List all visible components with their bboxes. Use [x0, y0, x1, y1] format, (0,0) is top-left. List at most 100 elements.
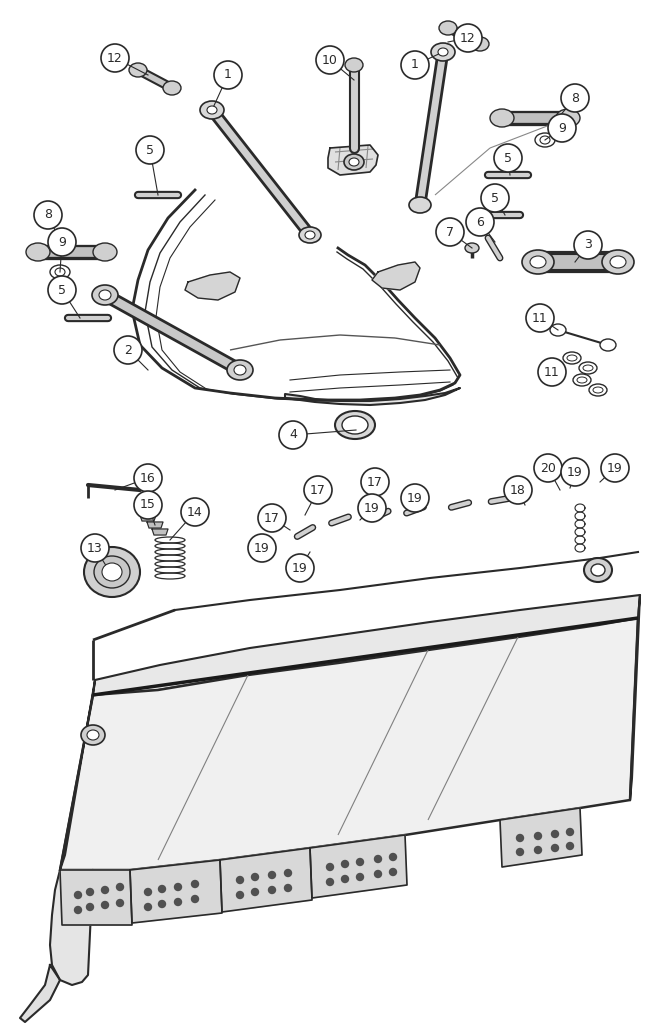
Circle shape — [134, 464, 162, 492]
Circle shape — [526, 304, 554, 332]
Circle shape — [304, 476, 332, 504]
Ellipse shape — [540, 136, 550, 144]
Circle shape — [601, 454, 629, 482]
Text: 4: 4 — [289, 428, 297, 441]
Polygon shape — [50, 870, 93, 985]
Text: 5: 5 — [491, 191, 499, 205]
Circle shape — [454, 24, 482, 52]
Circle shape — [551, 845, 559, 852]
Text: 9: 9 — [558, 122, 566, 134]
Circle shape — [251, 889, 259, 896]
Text: 8: 8 — [571, 91, 579, 104]
Ellipse shape — [99, 290, 111, 300]
Ellipse shape — [92, 285, 118, 305]
Circle shape — [374, 855, 382, 862]
Ellipse shape — [439, 22, 457, 35]
Circle shape — [248, 534, 276, 562]
Text: 17: 17 — [264, 512, 280, 524]
Circle shape — [279, 421, 307, 449]
Circle shape — [174, 884, 182, 891]
Circle shape — [144, 903, 152, 910]
Ellipse shape — [465, 243, 479, 253]
Text: 19: 19 — [364, 502, 380, 514]
Circle shape — [114, 336, 142, 364]
Text: 15: 15 — [140, 499, 156, 512]
Ellipse shape — [344, 154, 364, 170]
Polygon shape — [130, 860, 222, 923]
Ellipse shape — [471, 37, 489, 51]
Circle shape — [48, 228, 76, 256]
Text: 18: 18 — [510, 483, 526, 497]
Text: 3: 3 — [584, 239, 592, 252]
Circle shape — [481, 184, 509, 212]
Circle shape — [86, 903, 94, 910]
Ellipse shape — [227, 360, 253, 380]
Polygon shape — [60, 680, 95, 870]
Ellipse shape — [556, 109, 580, 127]
Ellipse shape — [573, 374, 591, 386]
Ellipse shape — [438, 48, 448, 56]
Ellipse shape — [335, 411, 375, 439]
Circle shape — [158, 900, 166, 907]
Ellipse shape — [584, 558, 612, 582]
Circle shape — [561, 458, 589, 486]
Circle shape — [342, 876, 348, 883]
Text: 7: 7 — [446, 225, 454, 239]
Text: 12: 12 — [107, 51, 123, 65]
Circle shape — [86, 889, 94, 896]
Circle shape — [136, 136, 164, 164]
Circle shape — [494, 144, 522, 172]
Circle shape — [74, 892, 82, 898]
Text: 14: 14 — [187, 506, 203, 518]
Ellipse shape — [102, 563, 122, 581]
Polygon shape — [220, 848, 312, 912]
Ellipse shape — [129, 63, 147, 77]
Text: 8: 8 — [44, 209, 52, 221]
Circle shape — [102, 901, 108, 908]
Ellipse shape — [431, 43, 455, 61]
Circle shape — [466, 208, 494, 236]
Circle shape — [567, 843, 573, 850]
Circle shape — [144, 889, 152, 896]
Ellipse shape — [593, 387, 603, 393]
Circle shape — [285, 869, 291, 877]
Ellipse shape — [50, 265, 70, 279]
Text: 1: 1 — [411, 58, 419, 72]
Text: 1: 1 — [224, 69, 232, 82]
Circle shape — [102, 887, 108, 894]
Circle shape — [574, 231, 602, 259]
Text: 19: 19 — [407, 492, 423, 505]
Circle shape — [390, 868, 396, 876]
Text: 16: 16 — [140, 471, 156, 484]
Polygon shape — [185, 272, 240, 300]
Ellipse shape — [490, 109, 514, 127]
Ellipse shape — [591, 564, 605, 575]
Ellipse shape — [567, 355, 577, 361]
Circle shape — [269, 871, 275, 879]
Ellipse shape — [583, 365, 593, 371]
Polygon shape — [147, 522, 163, 528]
Circle shape — [158, 886, 166, 893]
Polygon shape — [152, 529, 168, 535]
Text: 11: 11 — [532, 311, 548, 325]
Circle shape — [342, 860, 348, 867]
Circle shape — [436, 218, 464, 246]
Circle shape — [134, 490, 162, 519]
Ellipse shape — [535, 133, 555, 147]
Circle shape — [81, 534, 109, 562]
Ellipse shape — [600, 339, 616, 351]
Circle shape — [561, 84, 589, 112]
Ellipse shape — [589, 384, 607, 396]
Circle shape — [192, 881, 198, 888]
Text: 9: 9 — [58, 236, 66, 249]
Ellipse shape — [579, 362, 597, 374]
Text: 17: 17 — [367, 475, 383, 488]
Ellipse shape — [409, 197, 431, 213]
Ellipse shape — [163, 81, 181, 95]
Circle shape — [316, 46, 344, 74]
Ellipse shape — [530, 256, 546, 268]
Text: 6: 6 — [476, 215, 484, 228]
Polygon shape — [372, 262, 420, 290]
Ellipse shape — [299, 227, 321, 243]
Circle shape — [535, 833, 541, 840]
